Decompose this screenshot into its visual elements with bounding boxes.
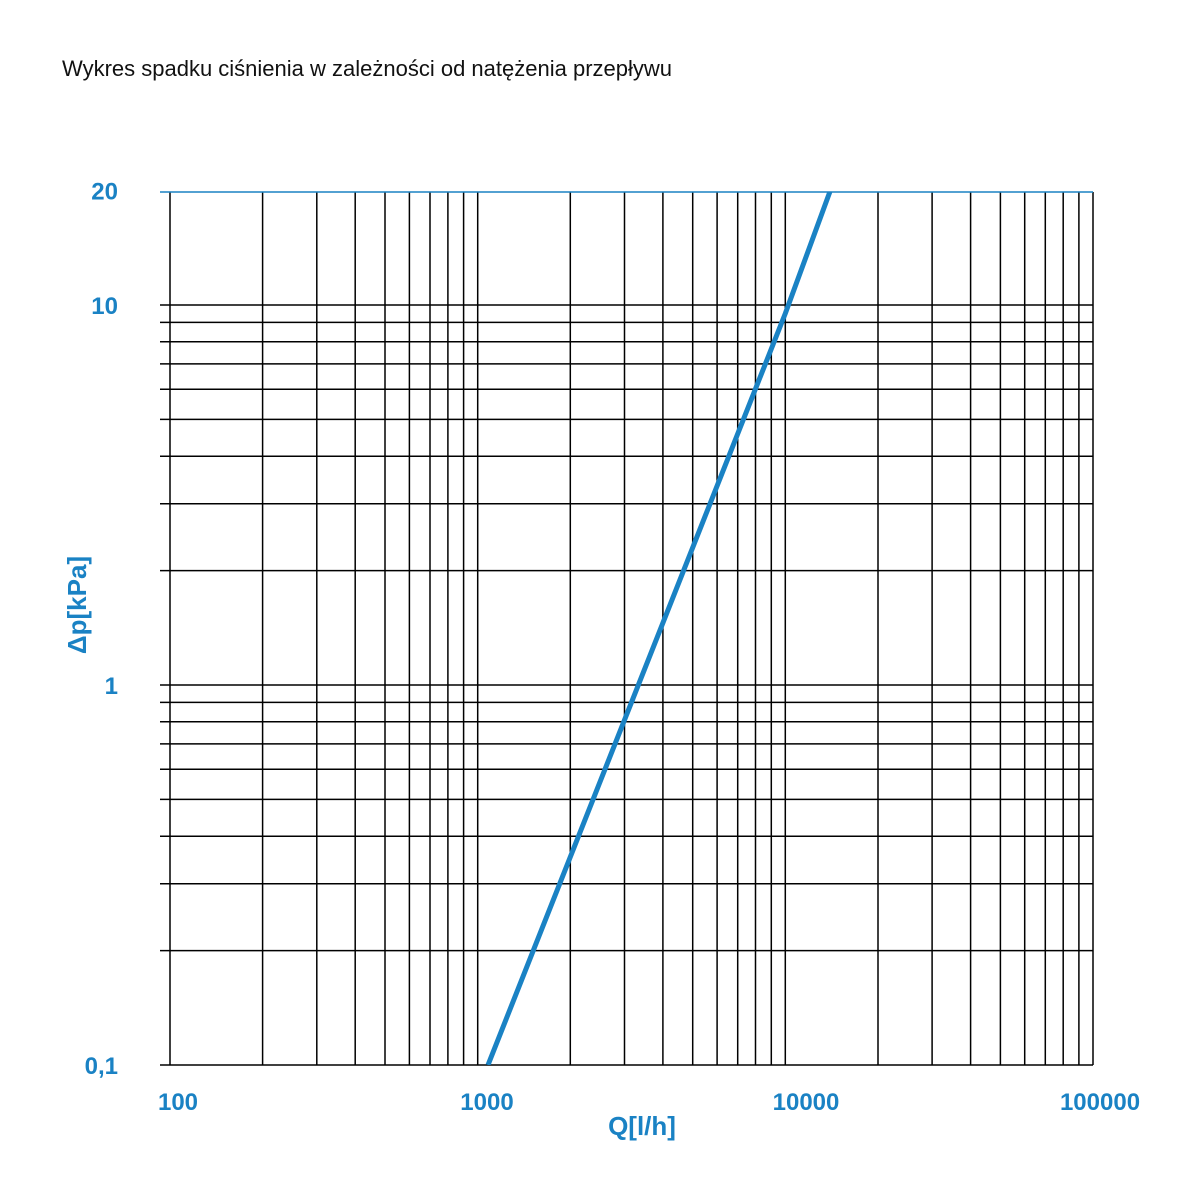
y-tick-label: 10 bbox=[91, 293, 118, 320]
chart-title: Wykres spadku ciśnienia w zależności od … bbox=[62, 56, 672, 81]
x-tick-label: 100000 bbox=[1060, 1089, 1140, 1116]
x-tick-label: 100 bbox=[158, 1089, 198, 1116]
y-tick-label: 1 bbox=[105, 673, 118, 700]
series-line bbox=[485, 192, 833, 1065]
x-tick-label: 10000 bbox=[773, 1089, 840, 1116]
x-tick-label: 1000 bbox=[460, 1089, 513, 1116]
y-tick-label: 0,1 bbox=[85, 1053, 118, 1080]
y-axis-label: Δp[kPa] bbox=[62, 556, 92, 654]
x-axis-label: Q[l/h] bbox=[608, 1111, 676, 1141]
series-layer bbox=[485, 192, 833, 1065]
y-tick-label: 20 bbox=[91, 179, 118, 206]
grid-lines bbox=[160, 191, 1094, 1066]
tick-labels: 100 1000 10000 100000 0,1 1 10 20 bbox=[85, 179, 1140, 1116]
